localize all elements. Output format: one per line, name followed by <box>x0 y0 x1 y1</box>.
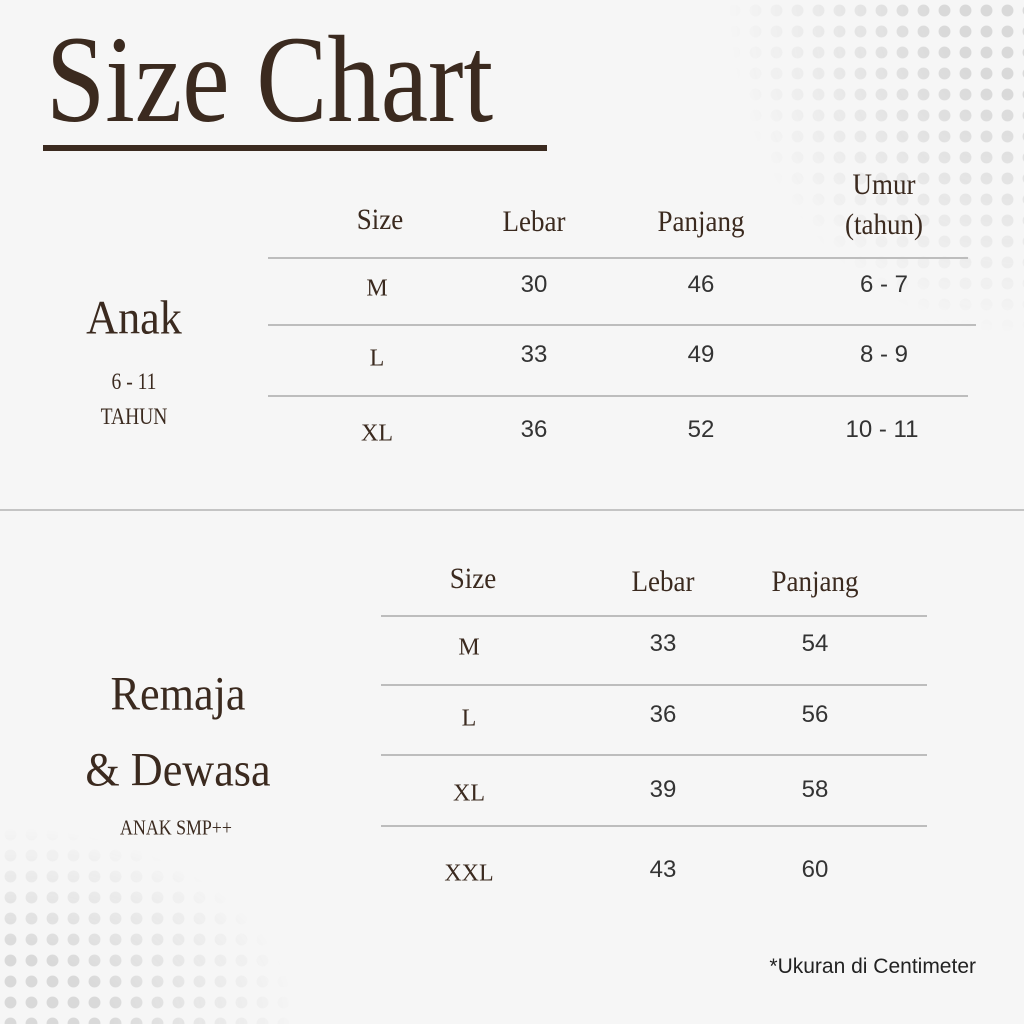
table-rule <box>381 754 927 756</box>
cell-umur: 8 - 9 <box>859 341 909 368</box>
table-rule <box>381 825 927 827</box>
cell-panjang: 54 <box>801 630 829 657</box>
cell-panjang: 60 <box>801 856 829 883</box>
cell-size: XL <box>453 780 485 807</box>
page-title: Size Chart <box>46 11 494 148</box>
header-umur-unit: (tahun) <box>845 208 923 241</box>
cell-size: XL <box>361 420 393 447</box>
cell-panjang: 49 <box>687 341 715 368</box>
cell-lebar: 43 <box>649 856 677 883</box>
anak-age-range: 6 - 11 <box>111 369 157 394</box>
cell-lebar: 33 <box>649 630 677 657</box>
cell-size: M <box>458 634 480 661</box>
header-lebar: Lebar <box>502 205 566 238</box>
cell-umur: 10 - 11 <box>845 416 919 443</box>
section-divider <box>0 509 1024 511</box>
header-size: Size <box>449 562 497 595</box>
cell-panjang: 58 <box>801 776 829 803</box>
table-rule <box>268 395 968 397</box>
dot-pattern-decoration <box>724 0 1024 340</box>
cell-size: M <box>366 275 388 302</box>
header-panjang: Panjang <box>657 205 745 238</box>
anak-age-unit: TAHUN <box>100 404 168 429</box>
cell-panjang: 56 <box>801 701 829 728</box>
cell-lebar: 33 <box>520 341 548 368</box>
dewasa-sublabel: ANAK SMP++ <box>120 815 232 840</box>
header-panjang: Panjang <box>771 565 859 598</box>
table-rule <box>268 257 968 259</box>
section-label-anak: Anak <box>86 291 182 345</box>
table-rule <box>268 324 976 326</box>
cell-panjang: 52 <box>687 416 715 443</box>
dot-pattern-decoration <box>0 824 300 1024</box>
header-umur: Umur <box>852 168 916 201</box>
cell-lebar: 39 <box>649 776 677 803</box>
title-underline <box>43 145 547 151</box>
cell-size: XXL <box>444 860 494 887</box>
table-rule <box>381 615 927 617</box>
cell-umur: 6 - 7 <box>859 271 909 298</box>
cell-size: L <box>461 705 477 732</box>
section-label-dewasa: & Dewasa <box>85 743 271 797</box>
cell-lebar: 36 <box>520 416 548 443</box>
header-size: Size <box>356 203 404 236</box>
table-rule <box>381 684 927 686</box>
cell-lebar: 30 <box>520 271 548 298</box>
section-label-remaja: Remaja <box>110 667 246 721</box>
header-lebar: Lebar <box>631 565 695 598</box>
cell-size: L <box>369 345 385 372</box>
cell-lebar: 36 <box>649 701 677 728</box>
cell-panjang: 46 <box>687 271 715 298</box>
footnote: *Ukuran di Centimeter <box>769 955 976 978</box>
